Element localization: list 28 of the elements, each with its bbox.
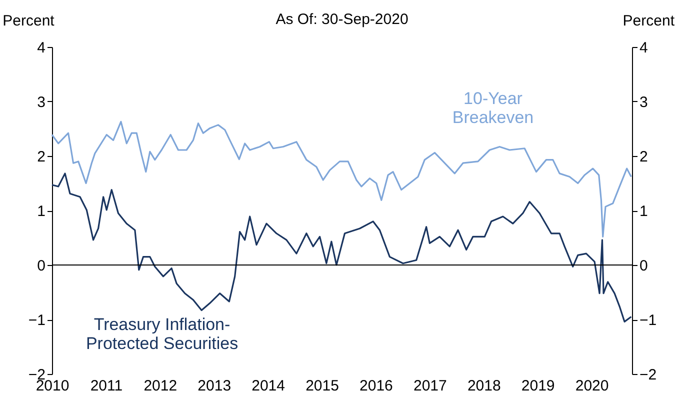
x-tick-label: 2015: [306, 378, 339, 394]
x-tick-label: 2012: [144, 378, 178, 394]
series-label: Treasury Inflation- Protected Securities: [86, 315, 238, 353]
x-tick-label: 2011: [90, 378, 123, 394]
y-axis-title: Percent: [2, 12, 56, 30]
y2-tick-label: 4: [640, 40, 648, 56]
x-tick-label: 2016: [360, 378, 393, 394]
y2-axis-title: Percent: [622, 12, 675, 30]
y2-tick-label: −1: [640, 312, 657, 329]
y2-tick-label: 3: [640, 94, 648, 111]
y-tick-label: 2: [37, 148, 46, 166]
x-tick-label: 2018: [467, 378, 501, 394]
y2-tick-label: 1: [640, 203, 648, 220]
y-tick-label: −1: [28, 312, 46, 329]
y2-tick-label: 2: [640, 148, 648, 166]
x-tick-label: 2017: [413, 378, 447, 394]
y-tick-label: 4: [37, 40, 46, 56]
y2-tick-label: 0: [640, 258, 648, 274]
x-tick-label: 2019: [521, 378, 555, 394]
series-label: 10-Year Breakeven: [452, 89, 534, 127]
y-tick-label: 3: [37, 94, 46, 111]
y-tick-label: 0: [37, 258, 46, 274]
x-tick-label: 2020: [575, 378, 609, 394]
x-tick-label: 2014: [252, 378, 285, 394]
y-tick-label: 1: [37, 203, 46, 220]
x-tick-label: 2013: [198, 378, 232, 394]
chart-title: As Of: 30-Sep-2020: [276, 11, 408, 28]
y2-tick-label: −2: [640, 366, 657, 384]
